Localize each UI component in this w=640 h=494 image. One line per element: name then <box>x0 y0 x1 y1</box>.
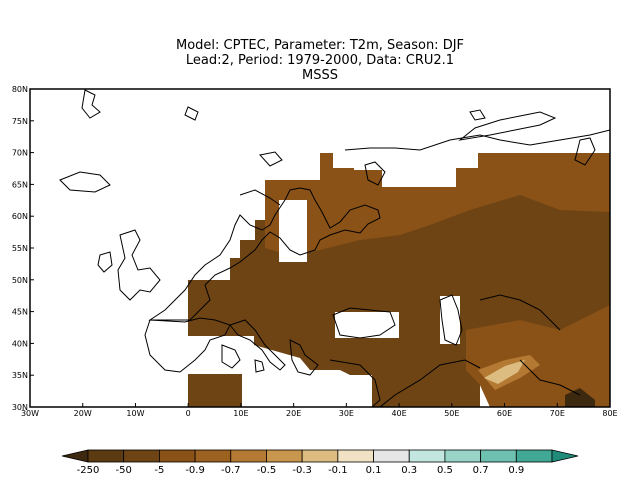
colorbar-swatch <box>266 449 303 463</box>
lon-tick-label: 20E <box>286 409 301 418</box>
colorbar-swatch <box>515 449 553 463</box>
colorbar-swatch <box>123 449 160 463</box>
colorbar-end-low <box>61 449 89 463</box>
lat-tick-label: 45N <box>12 308 28 317</box>
colorbar-end-high <box>551 449 579 463</box>
field-missing-caspian <box>440 296 460 344</box>
colorbar-swatch <box>480 449 517 463</box>
lat-tick-label: 70N <box>12 149 28 158</box>
lon-tick-label: 10E <box>233 409 248 418</box>
lon-tick-label: 30E <box>339 409 354 418</box>
lon-tick-label: 40E <box>391 409 406 418</box>
lat-tick-label: 60N <box>12 212 28 221</box>
colorbar-label: -0.9 <box>185 465 205 476</box>
field-region-north <box>265 153 610 255</box>
colorbar-swatch <box>87 449 125 463</box>
colorbar-label: -0.3 <box>292 465 312 476</box>
colorbar-label: 0.9 <box>508 465 524 476</box>
lat-tick-label: 35N <box>12 371 28 380</box>
colorbar-label: 0.5 <box>437 465 453 476</box>
lat-tick-label: 80N <box>12 85 28 94</box>
lon-tick-label: 20W <box>74 409 92 418</box>
lon-tick-label: 10W <box>126 409 144 418</box>
lat-tick-label: 30N <box>12 403 28 412</box>
longitude-ticks: 30W 20W 10W 0 10E 20E 30E 40E 50E 60E 70E 80E <box>21 403 618 418</box>
colorbar-swatch <box>194 449 232 463</box>
colorbar-label: -0.7 <box>221 465 241 476</box>
colorbar-label: -5 <box>154 465 164 476</box>
colorbar-label: -0.5 <box>257 465 277 476</box>
colorbar-swatch <box>230 449 267 463</box>
latitude-ticks: 30N 35N 40N 45N 50N 55N 60N 65N 70N 75N 80N <box>12 85 34 412</box>
coastlines <box>59 89 611 408</box>
map-title-line-3: MSSS <box>302 68 338 83</box>
lat-tick-label: 75N <box>12 117 28 126</box>
field-region-lighter <box>484 360 525 384</box>
colorbar: -250 -50 -5 -0.9 -0.7 -0.5 -0.3 -0.1 0.1 0.3 0.5 0.… <box>61 449 579 476</box>
colorbar-label: -0.1 <box>328 465 348 476</box>
shaded-field <box>188 153 610 407</box>
colorbar-label: 0.7 <box>473 465 489 476</box>
colorbar-swatch <box>158 449 196 463</box>
colorbar-swatch <box>301 449 339 463</box>
colorbar-swatch <box>444 449 482 463</box>
lon-tick-label: 30W <box>21 409 39 418</box>
colorbar-swatch <box>337 449 374 463</box>
lon-tick-label: 0 <box>186 409 191 418</box>
lat-tick-label: 50N <box>12 276 28 285</box>
field-region-iberia-south <box>188 374 242 407</box>
lon-tick-label: 60E <box>497 409 512 418</box>
lat-tick-label: 65N <box>12 180 28 189</box>
colorbar-swatch <box>408 449 446 463</box>
lon-tick-label: 70E <box>550 409 565 418</box>
lon-tick-label: 50E <box>444 409 459 418</box>
field-missing-scandinavia <box>279 200 307 262</box>
field-missing-blacksea <box>335 312 399 338</box>
colorbar-label: -50 <box>116 465 132 476</box>
map-title-line-2: Lead:2, Period: 1979-2000, Data: CRU2.1 <box>185 53 455 68</box>
lon-tick-label: 80E <box>602 409 617 418</box>
colorbar-label: -250 <box>77 465 100 476</box>
colorbar-swatch <box>373 449 410 463</box>
colorbar-label: 0.3 <box>401 465 417 476</box>
lat-tick-label: 55N <box>12 244 28 253</box>
map-title-line-1: Model: CPTEC, Parameter: T2m, Season: DJ… <box>175 38 465 53</box>
field-region-dark-se <box>565 388 595 407</box>
colorbar-label: 0.1 <box>366 465 382 476</box>
lat-tick-label: 40N <box>12 339 28 348</box>
